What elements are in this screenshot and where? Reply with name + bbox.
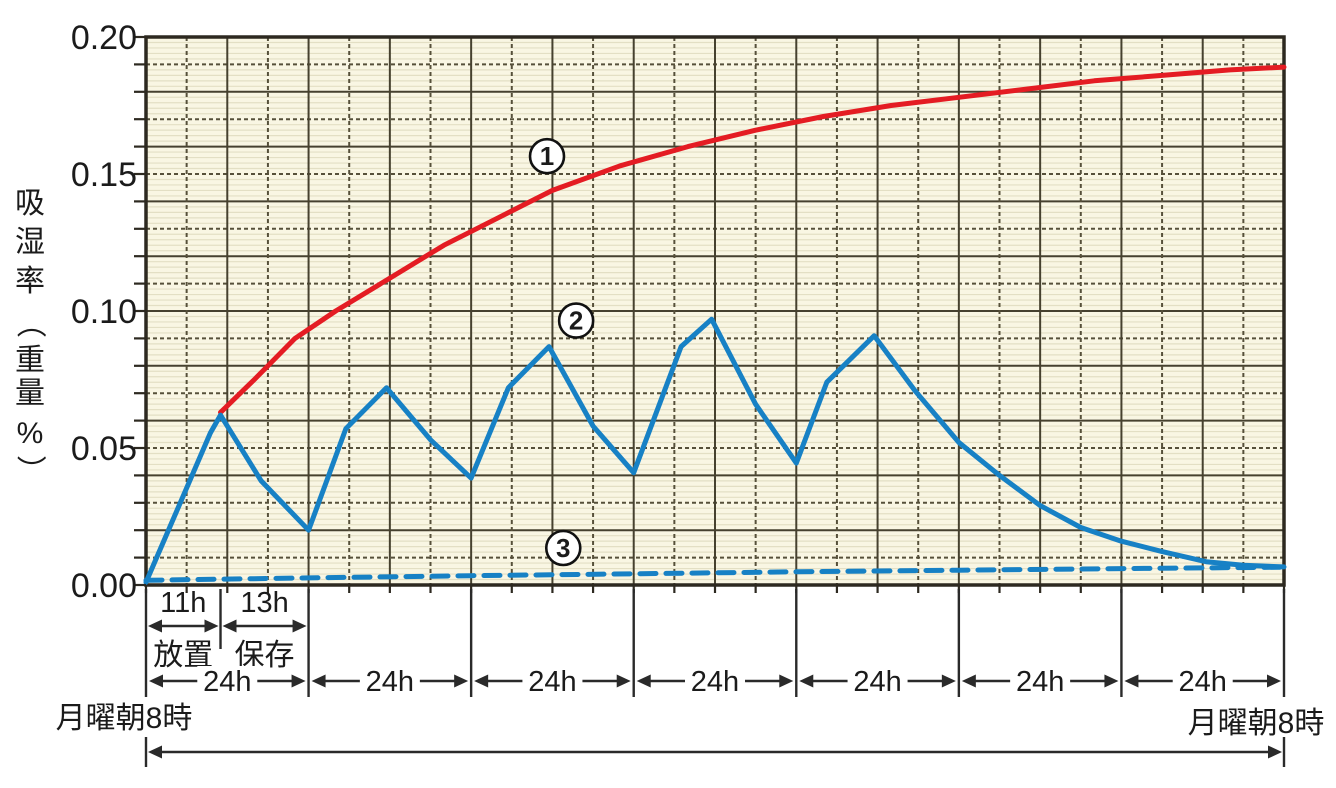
arrowhead [204, 619, 219, 633]
day-span-label: 24h [528, 666, 576, 698]
day-span-label: 24h [853, 666, 901, 698]
y-axis-title-char: 吸 [15, 187, 45, 220]
arrowhead [941, 674, 956, 688]
y-axis-title-char: 重 [15, 344, 45, 377]
curve-label-number-2: 2 [569, 306, 583, 336]
week-end-label: 月曜朝8時 [1188, 707, 1325, 740]
curve-label-circle-1 [528, 137, 566, 175]
day-label-backplate [522, 666, 583, 696]
y-axis-title-char: % [17, 417, 44, 450]
arrowhead [149, 674, 163, 688]
y-axis-title-char: 湿 [15, 226, 45, 259]
day-span-label: 24h [691, 666, 739, 698]
y-axis: 0.20 0.15 0.10 0.05 0.00 吸湿率 （ 重量% ） [13, 19, 1286, 605]
y-tick-label: 0.10 [71, 293, 137, 331]
curves [143, 64, 1287, 585]
curve-label-circle-3 [544, 529, 582, 567]
arrowhead [311, 674, 326, 688]
day-span-label: 24h [366, 666, 414, 698]
arrowhead [779, 674, 794, 688]
arrowhead [454, 674, 469, 688]
arrowhead [474, 674, 489, 688]
day-span-label: 24h [203, 666, 251, 698]
curve-number-labels: 1 2 3 [528, 137, 595, 567]
arrowhead [148, 745, 162, 759]
day-span-label: 24h [1179, 666, 1227, 698]
arrowhead [961, 674, 976, 688]
arrowhead [222, 619, 237, 633]
curve-1 [218, 64, 1287, 415]
arrowhead [799, 674, 814, 688]
day-label-backplate [359, 666, 420, 696]
interval-hours-label: 11h [160, 587, 206, 619]
curve-2 [143, 316, 1287, 585]
curve-label-circle-2 [557, 302, 595, 339]
week-start-label: 月曜朝8時 [56, 702, 193, 735]
day-label-backplate [685, 666, 745, 696]
curve-label-number-1: 1 [540, 141, 554, 171]
day-label-backplate [1172, 666, 1233, 696]
day-label-backplate [1010, 666, 1071, 696]
arrowhead [1268, 745, 1282, 759]
day-label-backplate [197, 666, 258, 696]
arrowhead [1124, 674, 1139, 688]
interval-hours-label: 13h [240, 587, 288, 619]
curve-3 [143, 564, 1287, 583]
day-label-backplate [847, 666, 908, 696]
y-axis-title-char: （ [13, 308, 46, 338]
y-tick-label: 0.20 [71, 19, 137, 57]
arrowhead [636, 674, 651, 688]
y-tick-label: 0.15 [71, 156, 137, 194]
arrowhead [292, 619, 307, 633]
arrowhead [1267, 674, 1281, 688]
arrowhead [148, 619, 162, 633]
y-axis-title-char: ） [13, 455, 46, 485]
y-axis-title-char: 率 [15, 265, 45, 298]
arrowhead [616, 674, 631, 688]
y-axis-title-char: 量 [15, 377, 45, 410]
y-tick-label: 0.05 [71, 430, 137, 468]
arrowhead [291, 674, 306, 688]
curve-label-number-3: 3 [556, 533, 570, 563]
day-span-label: 24h [1016, 666, 1064, 698]
y-tick-label: 0.00 [71, 567, 137, 605]
arrowhead [1104, 674, 1119, 688]
grid [144, 35, 1286, 587]
